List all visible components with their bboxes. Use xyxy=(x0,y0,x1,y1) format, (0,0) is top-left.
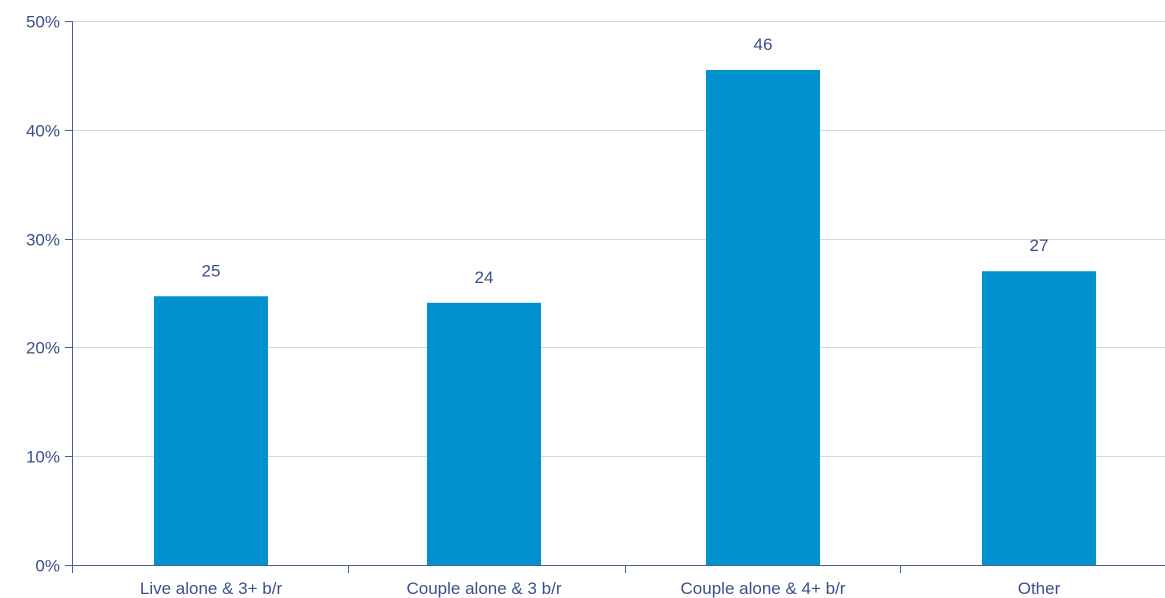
data-label: 46 xyxy=(754,35,773,54)
bars xyxy=(154,69,1096,566)
bar xyxy=(154,296,268,565)
data-label: 24 xyxy=(475,268,494,287)
bar xyxy=(427,302,541,565)
x-tick-label: Live alone & 3+ b/r xyxy=(140,579,283,598)
labels: 0% 10% 20% 30% 40% 50% 25 Live alone & 3+ b/r 24… xyxy=(26,13,1061,598)
y-tick-label: 50% xyxy=(26,13,60,32)
y-tick-label: 20% xyxy=(26,339,60,358)
y-tick-label: 10% xyxy=(26,448,60,467)
data-label: 27 xyxy=(1030,236,1049,255)
bar xyxy=(706,69,820,566)
bar xyxy=(982,271,1096,565)
x-tick-label: Other xyxy=(1018,579,1061,598)
y-tick-label: 30% xyxy=(26,231,60,250)
axes xyxy=(65,21,1165,573)
x-tick-label: Couple alone & 3 b/r xyxy=(407,579,562,598)
data-label: 25 xyxy=(202,261,221,280)
y-tick-label: 40% xyxy=(26,122,60,141)
x-tick-label: Couple alone & 4+ b/r xyxy=(681,579,846,598)
y-tick-label: 0% xyxy=(35,557,60,576)
